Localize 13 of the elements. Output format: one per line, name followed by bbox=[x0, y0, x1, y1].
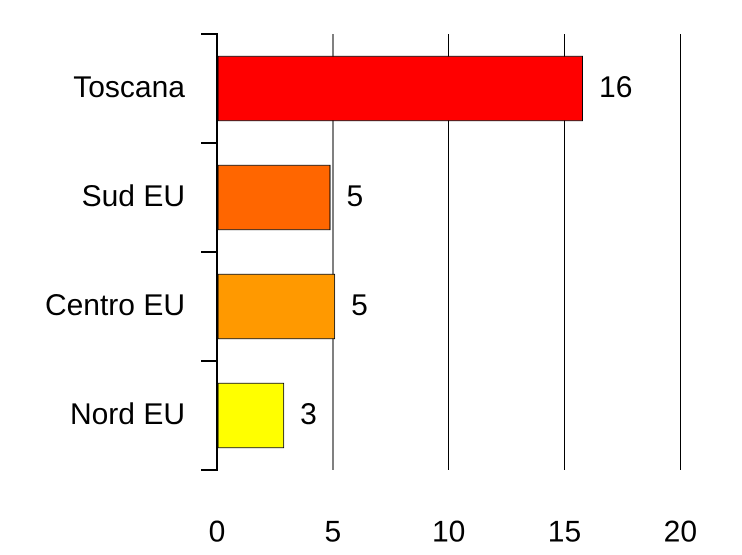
data-label: 3 bbox=[300, 398, 317, 431]
x-tick-label: 15 bbox=[548, 515, 582, 548]
y-tick-label: Centro EU bbox=[44, 288, 185, 322]
y-tick-label: Toscana bbox=[73, 70, 186, 104]
data-label: 5 bbox=[351, 288, 368, 322]
x-tick-label: 5 bbox=[324, 515, 342, 548]
y-tick-label: Nord EU bbox=[70, 398, 185, 431]
x-tick-label: 20 bbox=[664, 515, 698, 548]
data-label: 16 bbox=[599, 70, 632, 104]
x-tick-label: 0 bbox=[208, 515, 226, 548]
data-label: 5 bbox=[346, 180, 364, 213]
x-tick-label: 10 bbox=[432, 515, 466, 548]
y-tick-label: Sud EU bbox=[82, 180, 185, 213]
